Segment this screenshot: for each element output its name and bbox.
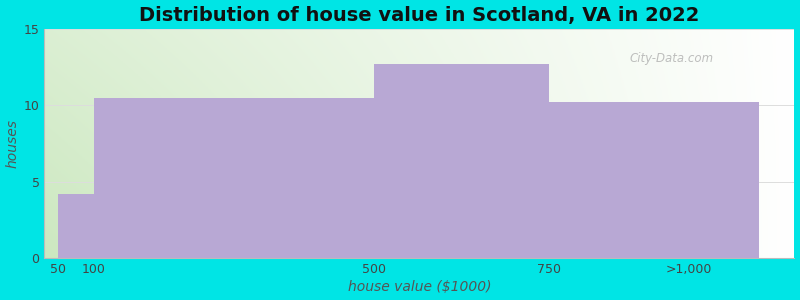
Text: City-Data.com: City-Data.com <box>630 52 714 65</box>
Bar <box>58 194 94 258</box>
Bar <box>549 102 759 258</box>
Title: Distribution of house value in Scotland, VA in 2022: Distribution of house value in Scotland,… <box>139 6 700 25</box>
Bar <box>94 98 374 258</box>
Y-axis label: houses: houses <box>6 119 19 168</box>
X-axis label: house value ($1000): house value ($1000) <box>348 280 491 294</box>
Bar <box>374 64 549 258</box>
